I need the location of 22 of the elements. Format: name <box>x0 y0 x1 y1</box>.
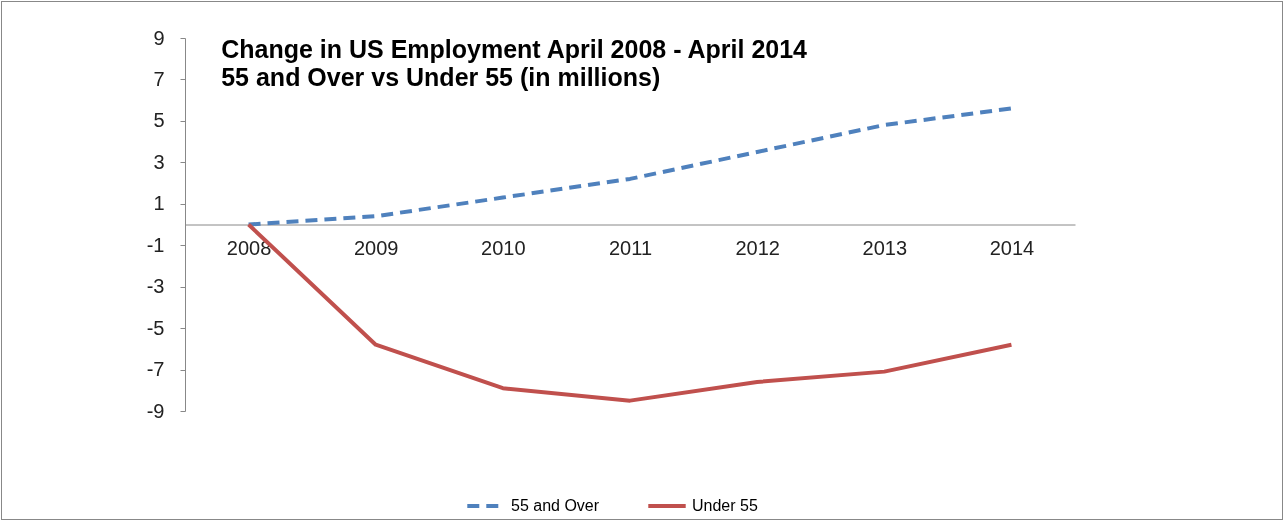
x-tick-label: 2009 <box>353 237 399 259</box>
y-tick-label: -1 <box>146 233 165 256</box>
x-tick-label: 2014 <box>989 237 1035 259</box>
legend-label: 55 and Over <box>511 497 600 514</box>
y-tick-label: -7 <box>146 358 165 381</box>
chart-title: Change in US Employment April 2008 - April 2014 <box>221 35 808 63</box>
x-tick-label: 2013 <box>862 237 908 259</box>
x-tick-label: 2012 <box>735 237 780 259</box>
x-tick-label: 2008 <box>226 237 272 259</box>
y-tick-label: -3 <box>146 275 165 298</box>
text: 55 and Over vs Under 55 (in millions) <box>221 63 661 91</box>
y-tick-label: 3 <box>153 150 165 173</box>
y-tick-label: -9 <box>146 399 165 422</box>
y-tick-label: -5 <box>146 316 165 339</box>
legend-label: Under 55 <box>692 497 758 514</box>
y-tick-label: 7 <box>153 67 165 90</box>
x-tick-label: 2011 <box>608 237 653 259</box>
y-tick-label: 1 <box>153 192 165 215</box>
line-series <box>246 106 1014 227</box>
x-tick-label: 2010 <box>481 237 526 259</box>
y-tick-label: 5 <box>153 109 165 132</box>
y-tick-label: 9 <box>153 26 165 49</box>
